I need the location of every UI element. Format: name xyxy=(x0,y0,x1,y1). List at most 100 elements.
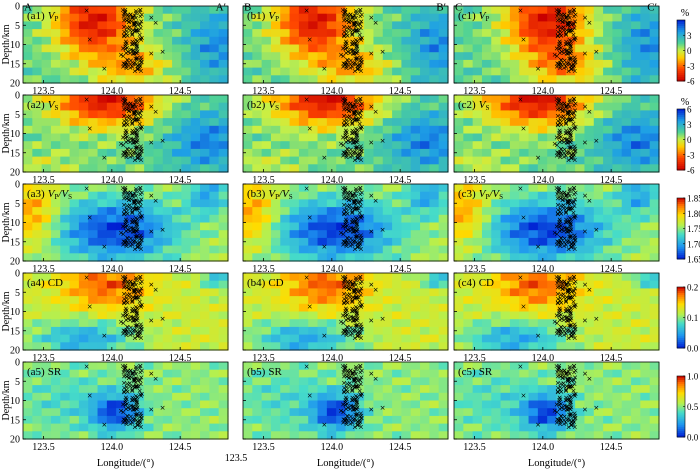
seismicity-markers xyxy=(304,274,385,341)
panel-label: (b5) SR xyxy=(247,366,282,378)
y-tick-label: 10 xyxy=(10,129,20,140)
panel-label: (a5) SR xyxy=(27,366,62,378)
y-tick-label: 15 xyxy=(10,237,20,248)
y-axis-label: Depth/km xyxy=(1,380,12,420)
panel-label: (a3) VP/VS xyxy=(27,188,72,201)
x-tick-label: 124.5 xyxy=(600,442,623,453)
y-tick-label: 20 xyxy=(10,168,20,179)
profile-start-label: C xyxy=(455,2,462,14)
seismicity-markers xyxy=(518,96,599,163)
colorbar-vs: %6 3 0 -3 -6 xyxy=(676,97,695,176)
x-tick-label: 124.0 xyxy=(101,175,124,186)
seismicity-markers xyxy=(84,185,165,252)
x-tick-label: 124.5 xyxy=(169,175,192,186)
y-tick-label: 10 xyxy=(10,396,20,407)
y-axis-label: Depth/km xyxy=(1,113,12,153)
colorbar-tick-label: 3 xyxy=(687,120,692,130)
seismicity-markers xyxy=(304,185,385,252)
colorbar-tick-label: 1.85 xyxy=(687,194,700,204)
x-tick-label: 124.5 xyxy=(600,264,623,275)
y-tick-label: 20 xyxy=(10,79,20,90)
colorbar-unit: % xyxy=(681,8,689,19)
x-tick-label: 123.5 xyxy=(463,442,486,453)
panel-label: (c1) VP xyxy=(458,10,489,23)
colorbar-vp: % 3 0 -3 -6 xyxy=(676,8,695,87)
seismicity-markers xyxy=(84,274,165,341)
y-tick-label: 20 xyxy=(10,257,20,268)
x-tick-label: 124.0 xyxy=(321,353,344,364)
y-tick-label: 0 xyxy=(15,2,20,13)
x-tick-label: 124.5 xyxy=(169,264,192,275)
x-tick-label: 123.5 xyxy=(252,353,275,364)
x-tick-label: 123.5 xyxy=(32,442,55,453)
y-tick-label: 20 xyxy=(10,435,20,446)
x-tick-label: 124.0 xyxy=(532,264,555,275)
profile-end-label: B′ xyxy=(436,2,446,14)
profile-end-label: C′ xyxy=(647,2,657,14)
x-tick-label: 124.5 xyxy=(600,86,623,97)
panel-a1-vp: 123.5 124.0 124.5 0 5 10 15 20 (a1) VP xyxy=(10,2,229,97)
x-tick-label: 124.5 xyxy=(389,175,412,186)
y-tick-label: 0 xyxy=(15,91,20,102)
x-tick-label: 123.5 xyxy=(463,264,486,275)
x-tick-label: 124.5 xyxy=(169,86,192,97)
panel-b3-vpvs: 123.5 124.0 124.5 (b3) VP/VS xyxy=(242,183,449,275)
y-tick-label: 5 xyxy=(15,288,20,299)
panel-label: (b1) VP xyxy=(247,10,279,23)
colorbar-tick-label: 0 xyxy=(687,46,692,56)
x-tick-label: 124.5 xyxy=(389,353,412,364)
x-tick-label: 124.5 xyxy=(169,442,192,453)
panel-b5-sr: 123.5 124.0 124.5 (b5) SR xyxy=(242,361,449,453)
x-tick-label: 124.5 xyxy=(600,175,623,186)
seismicity-markers xyxy=(304,7,385,74)
panel-label: (a4) CD xyxy=(27,277,63,289)
panel-a2-vs: 123.5 124.0 124.5 0 5 10 15 20 (a2) VS xyxy=(10,91,229,186)
y-tick-label: 5 xyxy=(15,110,20,121)
x-tick-label: 124.0 xyxy=(532,86,555,97)
colorbar-tick-label: 0 xyxy=(687,135,692,145)
x-tick-label: 124.5 xyxy=(389,442,412,453)
panel-c5-sr: 123.5 124.0 124.5 (c5) SR xyxy=(453,361,660,453)
x-tick-label: 124.5 xyxy=(389,86,412,97)
seismicity-markers xyxy=(518,274,599,341)
y-tick-label: 20 xyxy=(10,346,20,357)
x-tick-label: 124.0 xyxy=(532,442,555,453)
y-tick-label: 0 xyxy=(15,358,20,369)
seismicity-markers xyxy=(518,185,599,252)
y-tick-label: 10 xyxy=(10,218,20,229)
x-tick-label: 123.5 xyxy=(463,353,486,364)
colorbar-tick-label: 6 xyxy=(687,105,692,115)
seismicity-markers xyxy=(304,96,385,163)
x-tick-label: 124.0 xyxy=(101,353,124,364)
x-axis-label: Longitude/(°) xyxy=(97,458,155,469)
y-tick-label: 5 xyxy=(15,199,20,210)
x-tick-label: 123.5 xyxy=(252,175,275,186)
colorbar-tick-label: 1.70 xyxy=(687,239,700,249)
x-tick-label: 123.5 xyxy=(252,264,275,275)
seismicity-markers xyxy=(84,7,165,74)
profile-start-label: B xyxy=(244,2,251,14)
colorbar-tick-label: 1.75 xyxy=(687,224,700,234)
x-tick-label: 124.0 xyxy=(321,86,344,97)
panel-b4-cd: 123.5 124.0 124.5 (b4) CD xyxy=(242,272,449,364)
x-axis-label: Longitude/(°) xyxy=(317,458,375,469)
panel-label: (a1) VP xyxy=(27,10,58,23)
profile-end-label: A′ xyxy=(216,2,226,14)
y-tick-label: 5 xyxy=(15,377,20,388)
x-tick-label: 124.0 xyxy=(101,442,124,453)
colorbar-tick-label: -6 xyxy=(687,77,695,87)
profile-start-label: A xyxy=(24,2,32,14)
panel-label: (b4) CD xyxy=(247,277,284,289)
colorbar-tick-label: 3 xyxy=(687,31,692,41)
x-tick-label: 123.5 xyxy=(32,86,55,97)
x-tick-label: 124.0 xyxy=(321,442,344,453)
seismicity-markers xyxy=(518,7,599,74)
colorbar-tick-label: 0.5 xyxy=(687,402,699,412)
colorbar-tick-label: -6 xyxy=(687,166,695,176)
y-tick-label: 15 xyxy=(10,326,20,337)
colorbar-unit: % xyxy=(681,97,689,108)
panel-c3-vpvs: 123.5 124.0 124.5 (c3) VP/VS xyxy=(453,183,660,275)
seismicity-markers xyxy=(304,363,385,430)
y-tick-label: 15 xyxy=(10,415,20,426)
colorbar-vpvs: 1.85 1.80 1.75 1.70 1.65 xyxy=(676,194,700,265)
